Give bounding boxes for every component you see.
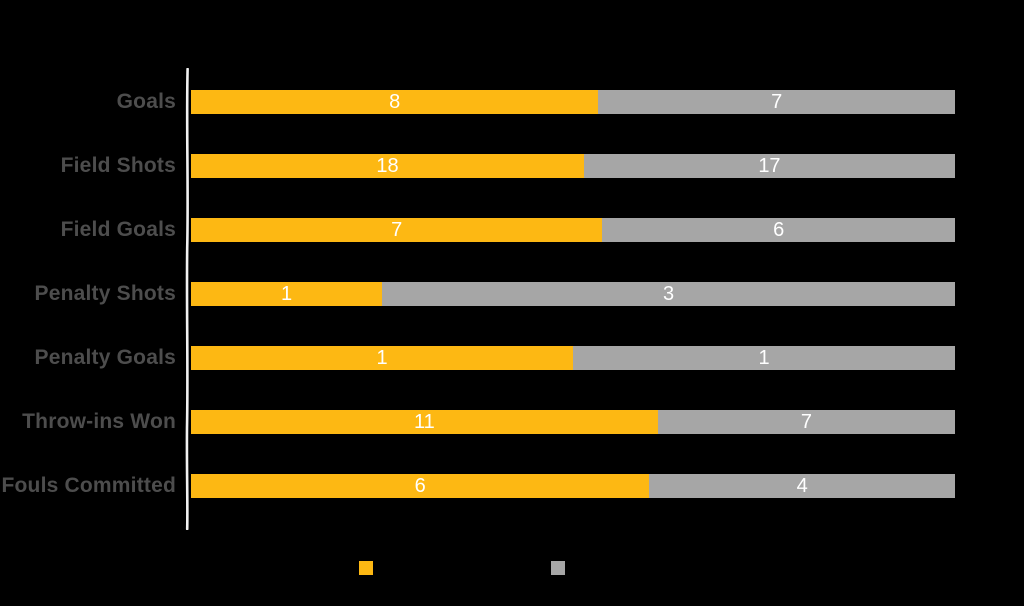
chart-row: Field Shots 18 17: [0, 134, 955, 198]
stacked-bar: 11 7: [191, 410, 955, 434]
bar-segment-yellow: 1: [191, 346, 573, 370]
bar-segment-yellow: 18: [191, 154, 584, 178]
category-label: Field Goals: [60, 218, 176, 241]
value-label: 6: [773, 219, 785, 241]
y-axis-line: [185, 68, 189, 530]
value-label: 7: [391, 219, 403, 241]
bar-segment-yellow: 8: [191, 90, 599, 114]
bar-segment-gray: 4: [649, 474, 955, 498]
bar-segment-gray: 7: [598, 90, 955, 114]
legend-swatch-yellow-icon: [359, 561, 373, 575]
value-label: 3: [662, 283, 675, 305]
value-label: 1: [280, 283, 293, 305]
chart-row: Fouls Committed 6 4: [0, 454, 955, 518]
bar-segment-gray: 1: [573, 346, 955, 370]
bar-segment-yellow: 7: [191, 218, 603, 242]
category-label: Fouls Committed: [1, 474, 176, 497]
chart-row: Field Goals 7 6: [0, 198, 955, 262]
category-label: Goals: [116, 90, 176, 113]
chart-rows: Goals 8 7 Field Shots 18 17 Field Goals 7 6 Penal…: [0, 70, 955, 518]
bar-segment-gray: 6: [602, 218, 955, 242]
bar-segment-gray: 17: [583, 154, 955, 178]
category-label: Penalty Shots: [34, 282, 176, 305]
bar-segment-yellow: 11: [191, 410, 658, 434]
bar-segment-yellow: 6: [191, 474, 650, 498]
legend-swatch-gray-icon: [551, 561, 565, 575]
value-label: 7: [771, 91, 783, 113]
bar-segment-gray: 7: [657, 410, 955, 434]
value-label: 4: [796, 475, 808, 497]
value-label: 7: [800, 411, 812, 433]
chart-row: Penalty Goals 1 1: [0, 326, 955, 390]
category-label: Penalty Goals: [34, 346, 176, 369]
value-label: 1: [376, 347, 388, 369]
stacked-bar: 18 17: [191, 154, 955, 178]
chart-row: Throw-ins Won 11 7: [0, 390, 955, 454]
value-label: 18: [376, 155, 399, 177]
bar-segment-gray: 3: [382, 282, 955, 306]
legend-item-gray: [551, 561, 573, 575]
chart-row: Goals 8 7: [0, 70, 955, 134]
category-label: Field Shots: [60, 154, 176, 177]
value-label: 1: [758, 347, 770, 369]
value-label: 11: [414, 411, 435, 433]
category-label: Throw-ins Won: [22, 410, 176, 433]
legend-item-yellow: [359, 561, 381, 575]
value-label: 17: [758, 155, 781, 177]
bar-segment-yellow: 1: [191, 282, 382, 306]
value-label: 6: [414, 475, 426, 497]
chart-row: Penalty Shots 1 3: [0, 262, 955, 326]
value-label: 8: [389, 91, 401, 113]
